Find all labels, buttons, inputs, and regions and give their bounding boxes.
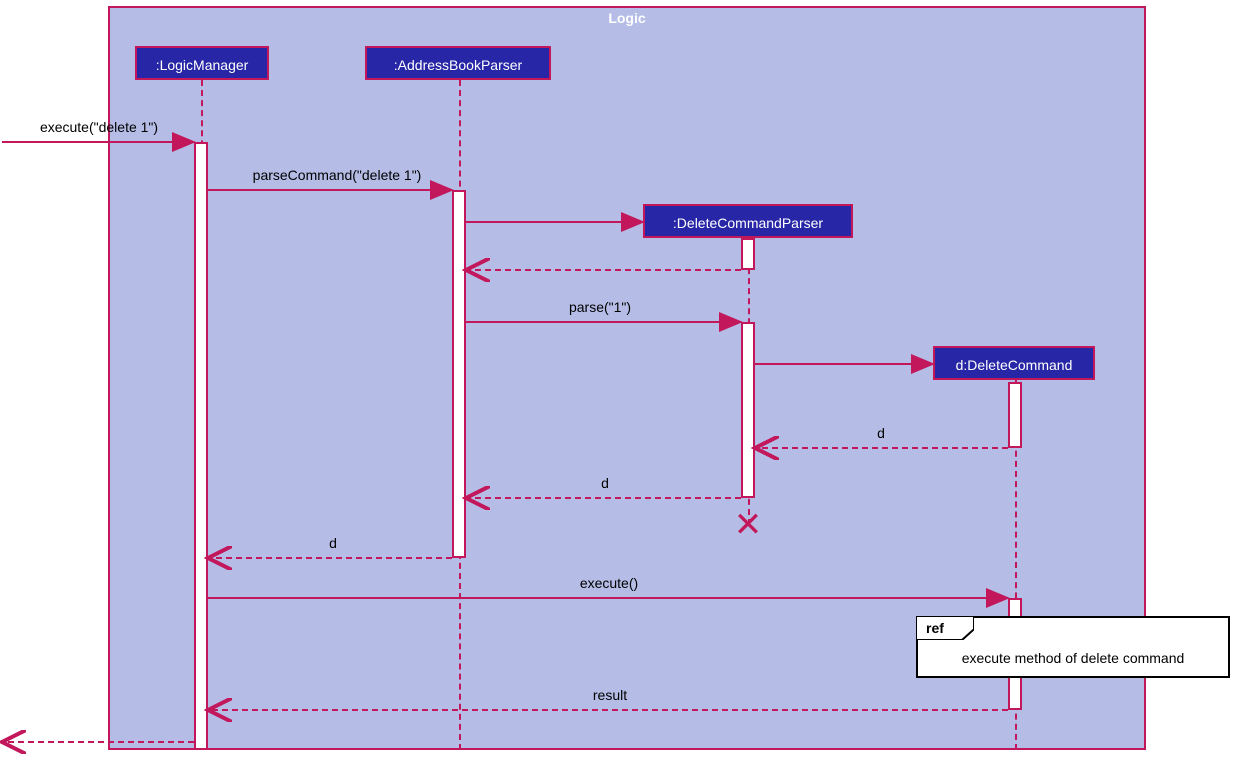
participant-lm: :LogicManager xyxy=(135,46,269,80)
ref-box xyxy=(916,616,1230,678)
message-label: d xyxy=(590,475,620,491)
activation-dcp xyxy=(741,238,755,270)
activation-lm xyxy=(194,142,208,750)
participant-dcp: :DeleteCommandParser xyxy=(643,204,853,238)
message-label: parseCommand("delete 1") xyxy=(222,167,452,183)
activation-abp xyxy=(452,190,466,558)
activation-dc xyxy=(1008,382,1022,448)
activation-dcp xyxy=(741,322,755,498)
message-label: parse("1") xyxy=(540,299,660,315)
message-label: d xyxy=(318,535,348,551)
frame-label: Logic xyxy=(608,10,645,26)
participant-abp: :AddressBookParser xyxy=(365,46,551,80)
message-label: d xyxy=(866,425,896,441)
message-label: result xyxy=(580,687,640,703)
destroy-icon: ✕ xyxy=(734,505,763,545)
message-label: execute("delete 1") xyxy=(14,119,184,135)
ref-text: execute method of delete command xyxy=(916,650,1230,666)
message-label: execute() xyxy=(564,575,654,591)
participant-dc: d:DeleteCommand xyxy=(933,346,1095,380)
